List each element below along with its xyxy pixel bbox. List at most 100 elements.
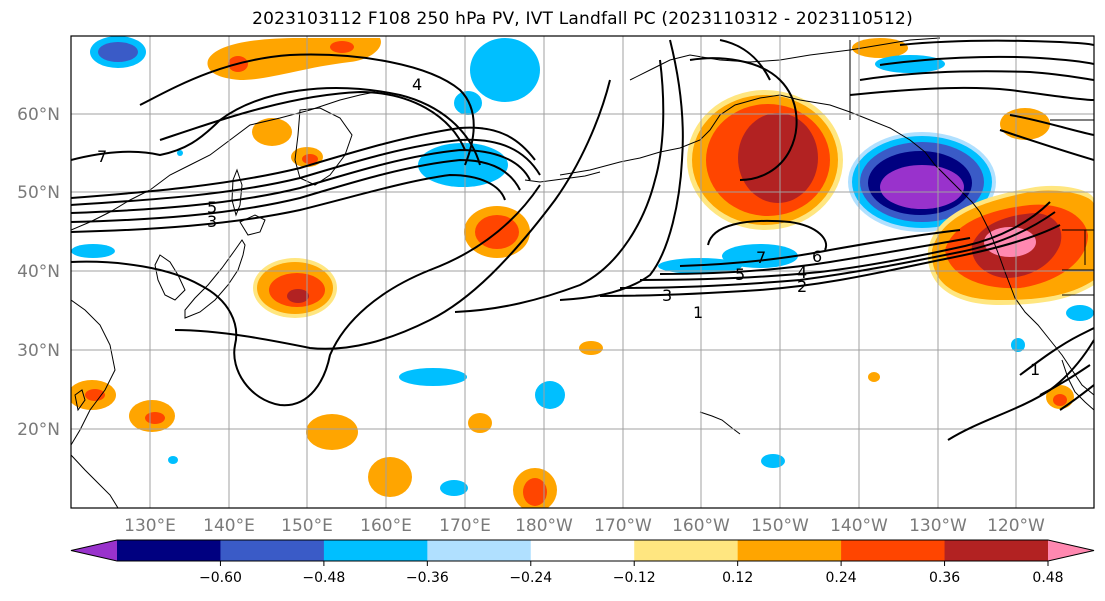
contour-line bbox=[174, 79, 611, 350]
contour-line bbox=[159, 90, 466, 151]
contour-line bbox=[619, 211, 1056, 289]
contour-label: 4 bbox=[412, 75, 422, 94]
lon-label: 150°W bbox=[751, 516, 809, 536]
alaska-north bbox=[629, 37, 941, 81]
positive-anomaly-small-south bbox=[71, 341, 1074, 508]
colorbar-tick-label: 0.12 bbox=[722, 570, 753, 586]
lon-label: 160°W bbox=[672, 516, 730, 536]
contour-line bbox=[599, 224, 1061, 297]
contour-label: 1 bbox=[1030, 360, 1040, 379]
china-coast bbox=[71, 299, 116, 446]
colorbar-tick-label: 0.24 bbox=[826, 570, 857, 586]
colorbar: −0.60 −0.48 −0.36 −0.24 −0.12 0.12 0.24 0.36 0.4… bbox=[70, 539, 1095, 586]
canada-border bbox=[849, 40, 1094, 121]
negative-anomaly-gulf-alaska bbox=[848, 132, 996, 232]
contour-label: 2 bbox=[797, 277, 807, 296]
colorbar-segment bbox=[737, 540, 842, 561]
colorbar-segment bbox=[220, 540, 325, 561]
contour-label: 5 bbox=[207, 198, 217, 217]
lat-label-20n: 20°N bbox=[17, 420, 60, 440]
contour-line bbox=[71, 138, 541, 206]
contour-line bbox=[71, 87, 481, 166]
contour-line bbox=[689, 57, 798, 181]
colorbar-segment bbox=[634, 540, 739, 561]
contour-line bbox=[454, 59, 665, 313]
baja bbox=[1061, 359, 1094, 411]
colorbar-extend-max bbox=[1048, 540, 1094, 561]
contour-line bbox=[1059, 384, 1094, 411]
aleutians bbox=[524, 171, 601, 183]
lon-label: 160°E bbox=[360, 516, 412, 536]
lon-label: 170°W bbox=[594, 516, 652, 536]
ivt-contours bbox=[71, 39, 1094, 441]
contour-line bbox=[707, 219, 828, 251]
contour-label: 7 bbox=[756, 248, 766, 267]
colorbar-tick-label: −0.60 bbox=[199, 570, 242, 586]
contour-label: 7 bbox=[97, 147, 107, 166]
colorbar-tick-label: −0.12 bbox=[613, 570, 656, 586]
us-west-coast bbox=[994, 244, 1094, 396]
lat-label-40n: 40°N bbox=[17, 262, 60, 282]
contour-line bbox=[71, 173, 506, 233]
sakhalin bbox=[231, 168, 243, 217]
colorbar-segment bbox=[944, 540, 1049, 561]
contour-line bbox=[1019, 327, 1094, 376]
contour-line bbox=[559, 39, 684, 301]
colorbar-tick-label: −0.36 bbox=[406, 570, 449, 586]
bc-coast bbox=[924, 151, 996, 246]
map-frame bbox=[70, 35, 1095, 509]
lon-label: 180°W bbox=[515, 516, 573, 536]
contour-label: 1 bbox=[693, 303, 703, 322]
lon-label: 130°E bbox=[124, 516, 176, 536]
contour-labels: 7 5 3 4 3 1 7 6 5 4 2 1 bbox=[97, 75, 1040, 379]
contour-line bbox=[719, 39, 771, 81]
lon-label: 140°E bbox=[203, 516, 255, 536]
lon-label: 120°W bbox=[987, 516, 1045, 536]
contour-line bbox=[849, 86, 1094, 101]
colorbar-tick-label: −0.24 bbox=[509, 570, 552, 586]
colorbar-tick-label: 0.36 bbox=[929, 570, 960, 586]
contour-line bbox=[1039, 364, 1091, 396]
asia-coast bbox=[71, 91, 376, 231]
contour-label: 3 bbox=[662, 286, 672, 305]
lon-label: 140°W bbox=[830, 516, 888, 536]
lat-label-60n: 60°N bbox=[17, 105, 60, 125]
contour-label: 6 bbox=[812, 247, 822, 266]
lon-label: 170°E bbox=[439, 516, 491, 536]
colorbar-tick-label: 0.48 bbox=[1032, 570, 1063, 586]
latitude-labels: 60°N 50°N 40°N 30°N 20°N bbox=[17, 105, 60, 440]
colorbar-extend-min bbox=[71, 540, 117, 561]
philippines bbox=[71, 454, 119, 508]
contour-line bbox=[139, 53, 475, 166]
gridlines bbox=[71, 36, 1094, 508]
contour-line bbox=[899, 39, 1094, 46]
positive-anomaly-ne-pacific bbox=[687, 90, 843, 230]
colorbar-segment bbox=[841, 540, 946, 561]
contour-line bbox=[859, 70, 1094, 81]
colorbar-segment bbox=[323, 540, 428, 561]
lat-label-50n: 50°N bbox=[17, 183, 60, 203]
contour-line bbox=[679, 229, 961, 267]
lon-label: 150°E bbox=[281, 516, 333, 536]
negative-anomaly-small bbox=[71, 36, 1094, 496]
contour-line bbox=[879, 55, 1094, 66]
contour-line bbox=[999, 129, 1094, 161]
alaska-coast bbox=[559, 94, 926, 176]
contour-line bbox=[71, 158, 521, 223]
us-states bbox=[1062, 229, 1094, 296]
longitude-labels: 130°E 140°E 150°E 160°E 170°E 180°W 170°… bbox=[124, 516, 1045, 536]
colorbar-tick-label: −0.48 bbox=[302, 570, 345, 586]
hawaii bbox=[699, 411, 741, 435]
contour-line bbox=[71, 148, 531, 214]
contour-line bbox=[639, 201, 1051, 281]
contour-label: 5 bbox=[735, 265, 745, 284]
kamchatka bbox=[294, 107, 353, 186]
map-title: 2023103112 F108 250 hPa PV, IVT Landfall… bbox=[252, 9, 913, 29]
taiwan bbox=[74, 389, 86, 412]
contour-line bbox=[71, 184, 541, 407]
colorbar-segment bbox=[530, 540, 635, 561]
japan-hokkaido bbox=[239, 214, 266, 236]
lat-label-30n: 30°N bbox=[17, 341, 60, 361]
positive-anomaly-japan-east bbox=[253, 258, 337, 318]
